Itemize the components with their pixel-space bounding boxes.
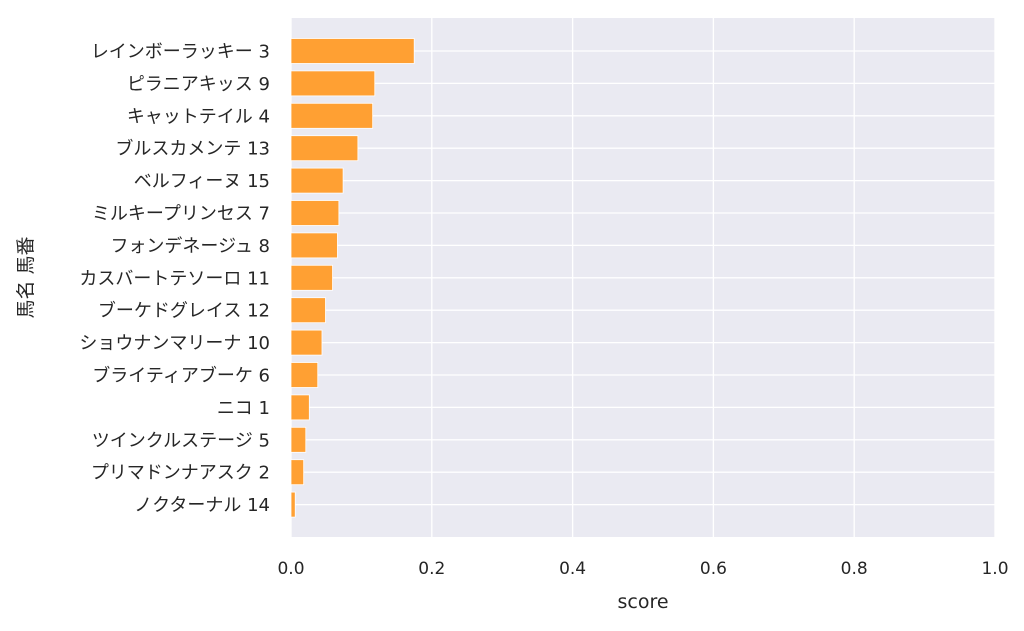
category-label: ベルフィーヌ 15 xyxy=(134,171,270,192)
bar xyxy=(290,167,344,194)
category-label: カスバートテソーロ 11 xyxy=(79,268,270,289)
bar xyxy=(290,297,326,324)
bar xyxy=(290,102,374,129)
category-label: キャットテイル 4 xyxy=(127,106,270,127)
bar xyxy=(290,426,307,453)
x-tick-label: 1.0 xyxy=(981,559,1008,579)
grid-lines xyxy=(290,18,996,537)
bar xyxy=(290,394,310,421)
bars xyxy=(290,38,415,518)
x-tick-label: 0.6 xyxy=(700,559,727,579)
x-tick-label: 0.4 xyxy=(559,559,586,579)
x-tick-label: 0.8 xyxy=(841,559,868,579)
x-tick-label: 0.0 xyxy=(277,559,304,579)
x-axis-title: score xyxy=(617,591,668,613)
x-tick-label: 0.2 xyxy=(418,559,445,579)
bar xyxy=(290,329,323,356)
category-label: プリマドンナアスク 2 xyxy=(91,463,270,484)
category-label: レインボーラッキー 3 xyxy=(91,42,270,63)
x-tick-labels: 0.0 0.2 0.4 0.6 0.8 1.0 xyxy=(277,559,1008,579)
category-label: ブルスカメンテ 13 xyxy=(115,138,270,160)
bar xyxy=(290,70,376,97)
bar xyxy=(290,232,338,259)
category-label: ツインクルステージ 5 xyxy=(92,430,270,451)
bar xyxy=(290,135,359,162)
bar xyxy=(290,362,319,388)
category-label: ノクターナル 14 xyxy=(134,495,270,516)
category-label: ミルキープリンセス 7 xyxy=(92,204,270,225)
bar xyxy=(290,459,305,486)
bar xyxy=(290,491,296,518)
bar xyxy=(290,38,415,64)
bar xyxy=(290,200,340,226)
y-axis-title: 馬名 馬番 xyxy=(15,236,37,318)
category-labels: レインボーラッキー 3 ピラニアキッス 9 キャットテイル 4 ブルスカメンテ 13 ベ… xyxy=(79,42,270,517)
category-label: ショウナンマリーナ 10 xyxy=(79,333,270,354)
category-label: ピラニアキッス 9 xyxy=(127,74,270,95)
bar xyxy=(290,264,333,291)
category-label: ブライティアブーケ 6 xyxy=(92,365,270,387)
category-label: ニコ 1 xyxy=(217,398,270,419)
category-label: フォンデネージュ 8 xyxy=(110,236,270,257)
category-label: ブーケドグレイス 12 xyxy=(98,300,270,322)
